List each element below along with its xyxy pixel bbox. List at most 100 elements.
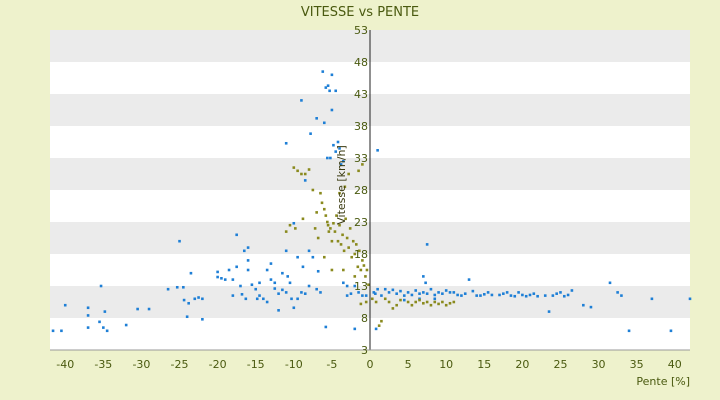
data-point-series-1 bbox=[422, 275, 425, 278]
data-point-series-2 bbox=[330, 268, 334, 272]
data-point-series-1 bbox=[201, 297, 204, 301]
data-point-series-2 bbox=[433, 300, 437, 304]
data-point-series-1 bbox=[322, 121, 326, 125]
data-point-series-2 bbox=[414, 300, 418, 304]
data-point-series-1 bbox=[627, 329, 631, 333]
data-point-series-1 bbox=[425, 243, 429, 246]
data-point-series-1 bbox=[235, 233, 238, 237]
data-point-series-1 bbox=[147, 307, 151, 311]
data-point-series-1 bbox=[521, 293, 524, 297]
data-point-series-2 bbox=[367, 283, 370, 287]
data-point-series-1 bbox=[330, 108, 334, 112]
data-point-series-1 bbox=[321, 70, 325, 73]
data-point-series-2 bbox=[324, 214, 328, 217]
data-point-series-1 bbox=[505, 291, 509, 294]
data-point-series-1 bbox=[60, 329, 63, 333]
data-point-series-1 bbox=[418, 292, 421, 295]
data-point-series-1 bbox=[547, 310, 551, 313]
data-point-series-1 bbox=[244, 297, 248, 301]
data-point-series-1 bbox=[300, 99, 303, 102]
data-point-series-2 bbox=[327, 230, 331, 233]
data-point-series-1 bbox=[364, 294, 368, 297]
data-point-series-1 bbox=[309, 132, 312, 135]
data-point-series-1 bbox=[372, 291, 376, 294]
data-point-series-2 bbox=[351, 239, 355, 243]
data-point-series-1 bbox=[570, 289, 574, 292]
data-point-series-2 bbox=[374, 300, 378, 304]
data-point-series-1 bbox=[303, 292, 307, 295]
data-point-series-2 bbox=[322, 255, 326, 259]
data-point-series-1 bbox=[281, 288, 284, 292]
data-point-series-1 bbox=[406, 291, 410, 294]
data-point-series-2 bbox=[343, 185, 347, 189]
data-point-series-2 bbox=[329, 227, 332, 230]
data-point-series-2 bbox=[441, 300, 444, 304]
y-tick-label: 13 bbox=[354, 280, 368, 293]
data-point-series-1 bbox=[231, 278, 235, 281]
data-point-series-2 bbox=[370, 297, 374, 301]
data-point-series-1 bbox=[284, 249, 288, 253]
data-point-series-1 bbox=[242, 249, 246, 253]
data-point-series-2 bbox=[422, 301, 425, 305]
data-point-series-1 bbox=[193, 297, 197, 301]
data-point-series-1 bbox=[281, 271, 284, 275]
data-point-series-2 bbox=[326, 220, 329, 224]
data-point-series-1 bbox=[391, 288, 395, 292]
data-point-series-1 bbox=[339, 163, 343, 166]
data-point-series-2 bbox=[341, 233, 344, 237]
data-point-series-2 bbox=[342, 249, 346, 253]
data-point-series-1 bbox=[220, 277, 223, 280]
x-tick-labels: -40 -35 -30 -25 -20 -15 -10 -5 0 5 10 15 20 25 30 35 40 bbox=[56, 358, 682, 371]
data-point-series-1 bbox=[231, 294, 235, 297]
data-point-series-2 bbox=[359, 268, 363, 272]
data-point-series-2 bbox=[362, 264, 366, 267]
chart-title: VITESSE vs PENTE bbox=[301, 5, 419, 20]
data-point-series-2 bbox=[365, 268, 369, 272]
data-point-series-1 bbox=[332, 143, 335, 147]
data-point-series-2 bbox=[313, 227, 317, 230]
data-point-series-1 bbox=[284, 291, 288, 294]
data-point-series-1 bbox=[51, 329, 55, 333]
data-point-series-1 bbox=[269, 278, 273, 281]
data-point-series-1 bbox=[326, 156, 329, 160]
data-point-series-1 bbox=[532, 292, 536, 295]
x-tick-label: 15 bbox=[477, 358, 491, 371]
data-point-series-2 bbox=[359, 302, 363, 306]
data-point-series-1 bbox=[86, 314, 90, 317]
x-tick-label: 25 bbox=[553, 358, 567, 371]
data-point-series-1 bbox=[433, 297, 437, 301]
data-point-series-2 bbox=[356, 265, 360, 269]
data-point-series-2 bbox=[294, 227, 297, 230]
data-point-series-1 bbox=[559, 291, 562, 294]
data-point-series-2 bbox=[448, 301, 452, 305]
data-point-series-2 bbox=[364, 300, 368, 304]
data-point-series-2 bbox=[326, 223, 330, 227]
axes bbox=[50, 30, 690, 351]
data-point-series-1 bbox=[338, 147, 341, 150]
data-point-series-1 bbox=[353, 327, 357, 331]
data-point-series-2 bbox=[425, 300, 429, 304]
data-point-series-1 bbox=[201, 317, 204, 321]
data-point-series-1 bbox=[255, 297, 259, 301]
data-point-series-1 bbox=[502, 292, 505, 295]
data-point-series-1 bbox=[424, 281, 427, 285]
data-point-series-1 bbox=[258, 294, 261, 297]
data-point-series-2 bbox=[332, 221, 335, 225]
data-point-series-2 bbox=[358, 249, 361, 253]
x-tick-label: -30 bbox=[132, 358, 150, 371]
data-point-series-1 bbox=[456, 293, 459, 297]
data-point-series-1 bbox=[98, 320, 101, 324]
y-tick-label: 28 bbox=[354, 184, 368, 197]
data-point-series-2 bbox=[387, 300, 391, 304]
data-point-series-1 bbox=[262, 297, 265, 301]
data-point-series-1 bbox=[175, 285, 179, 289]
data-point-series-2 bbox=[320, 201, 324, 205]
data-point-series-1 bbox=[471, 289, 475, 293]
data-point-series-2 bbox=[303, 172, 307, 176]
data-point-series-2 bbox=[347, 246, 350, 249]
data-point-series-1 bbox=[444, 289, 448, 292]
data-point-series-2 bbox=[354, 243, 358, 246]
x-tick-label: 0 bbox=[367, 358, 374, 371]
data-point-series-1 bbox=[187, 301, 190, 305]
